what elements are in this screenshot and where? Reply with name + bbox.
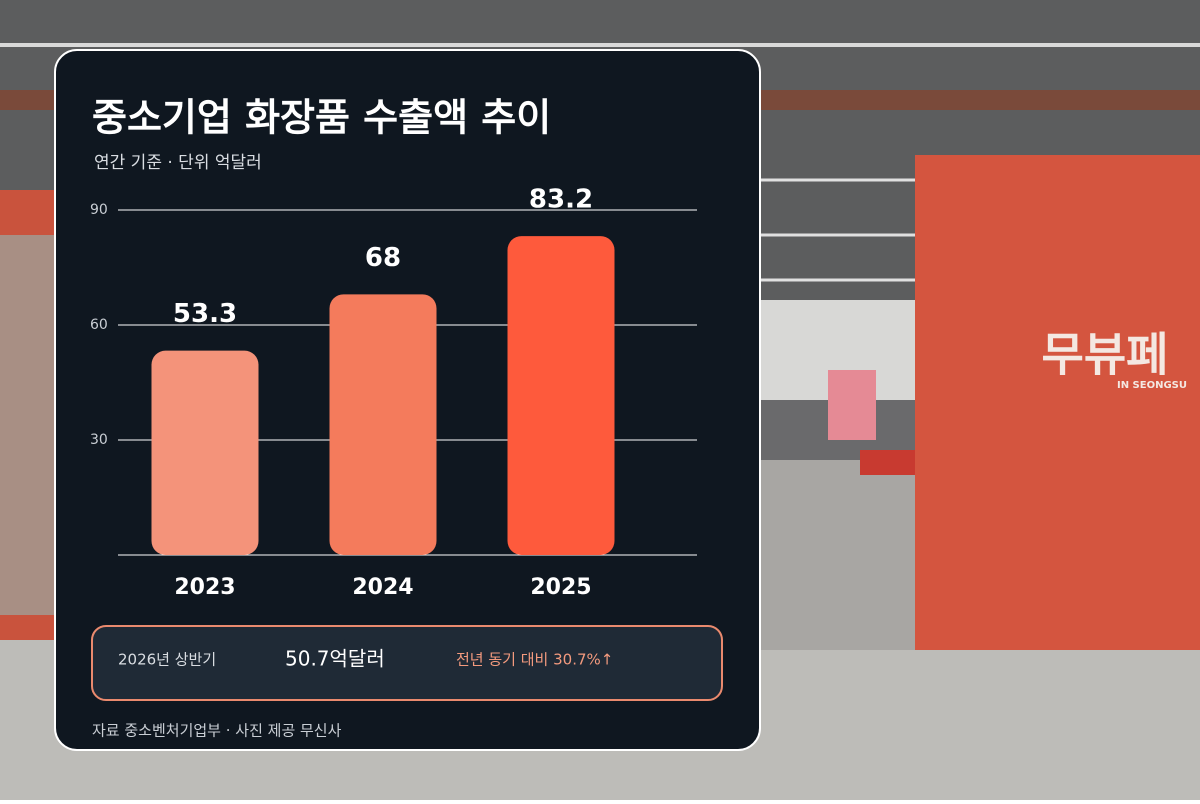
chart-subtitle: 연간 기준 · 단위 억달러 [94,153,262,173]
summary-change: 전년 동기 대비 30.7%↑ [456,651,613,669]
x-tick-label: 2024 [352,575,413,600]
y-tick-label: 60 [90,317,108,333]
x-tick-label: 2025 [530,575,591,600]
summary-period: 2026년 상반기 [118,651,216,669]
value-label: 83.2 [529,185,593,215]
bar [507,236,615,556]
bar [329,294,437,555]
chart-title: 중소기업 화장품 수출액 추이 [92,96,551,140]
source: 자료 중소벤처기업부 · 사진 제공 무신사 [92,722,342,740]
x-tick-label: 2023 [174,575,235,600]
y-tick-label: 90 [90,202,108,218]
sign-text: 무뷰페 [1042,328,1169,382]
bar [151,350,259,555]
summary-amount: 50.7억달러 [285,647,385,671]
sign-subtext: IN SEONGSU [1117,380,1187,391]
y-tick-label: 30 [90,432,108,448]
value-label: 53.3 [173,299,237,329]
summary-box [91,625,723,701]
value-label: 68 [365,243,401,273]
